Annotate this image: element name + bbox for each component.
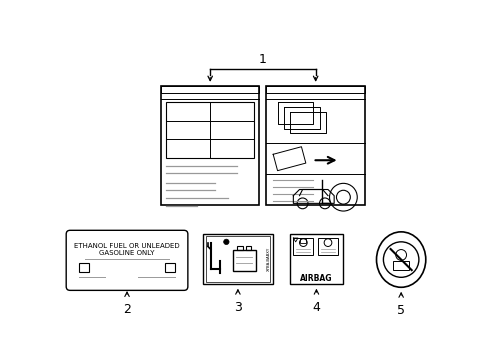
Bar — [161, 86, 259, 93]
Bar — [232, 249, 255, 271]
Bar — [317, 238, 337, 255]
Bar — [299, 238, 305, 243]
Text: XYBA-BABXY: XYBA-BABXY — [266, 247, 270, 271]
Bar — [203, 234, 272, 284]
Text: 3: 3 — [233, 301, 242, 314]
Text: ETHANOL FUEL OR UNLEADED: ETHANOL FUEL OR UNLEADED — [74, 243, 180, 249]
Bar — [290, 234, 342, 284]
Bar — [166, 103, 254, 158]
Bar — [245, 246, 250, 249]
Text: AIRBAG: AIRBAG — [300, 274, 332, 283]
Bar — [237, 246, 242, 249]
Bar — [293, 238, 313, 255]
Circle shape — [223, 239, 228, 244]
Bar — [266, 86, 364, 205]
Text: 4: 4 — [312, 301, 320, 314]
Bar — [266, 86, 364, 93]
Text: 5: 5 — [396, 304, 405, 317]
Text: GASOLINE ONLY: GASOLINE ONLY — [99, 250, 155, 256]
Text: 1: 1 — [259, 53, 266, 66]
Bar — [161, 86, 259, 205]
Bar — [164, 264, 174, 272]
Bar — [79, 264, 89, 272]
Bar — [205, 237, 270, 282]
Bar — [393, 261, 408, 270]
Text: 2: 2 — [123, 303, 131, 316]
